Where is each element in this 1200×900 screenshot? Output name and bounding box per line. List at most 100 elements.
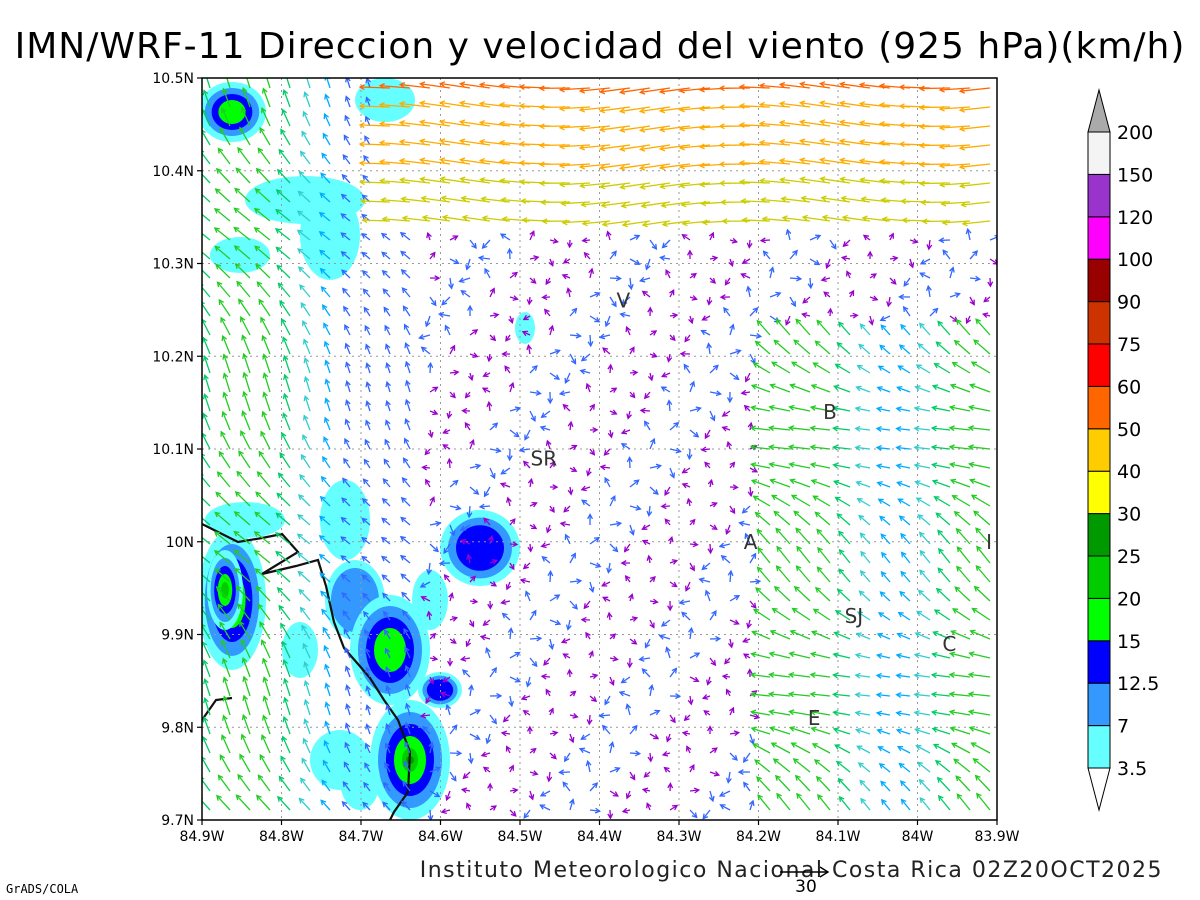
wind-vector-head — [202, 453, 206, 457]
wind-vector-head — [981, 312, 989, 319]
wind-vector — [282, 413, 291, 431]
wind-vector-head — [620, 560, 627, 566]
wind-vector — [812, 743, 831, 754]
wind-vector — [815, 587, 831, 602]
wind-vector — [216, 168, 231, 184]
wind-vector — [204, 698, 211, 716]
wind-vector-head — [233, 207, 240, 214]
wind-vector — [509, 676, 521, 683]
wind-vector — [429, 497, 435, 507]
wind-vector — [815, 340, 831, 355]
wind-vector-head — [652, 598, 659, 605]
wind-vector — [949, 267, 954, 279]
wind-vector — [262, 411, 271, 431]
wind-vector-head — [558, 162, 565, 169]
wind-vector — [600, 466, 611, 469]
wind-vector — [729, 505, 736, 514]
wind-vector — [649, 486, 659, 495]
wind-vector — [323, 645, 331, 659]
wind-vector — [275, 228, 291, 241]
wind-vector-head — [949, 726, 956, 732]
wind-vector — [600, 182, 631, 188]
wind-vector-head — [698, 181, 706, 188]
wind-vector-head — [241, 656, 248, 664]
colorbar-label: 150 — [1117, 164, 1153, 186]
wind-vector — [751, 653, 771, 659]
wind-vector-head — [831, 243, 837, 250]
wind-vector-head — [204, 71, 209, 76]
wind-vector — [383, 307, 391, 317]
wind-vector-head — [609, 679, 615, 687]
wind-vector-head — [969, 629, 976, 636]
wind-vector — [919, 550, 931, 564]
wind-vector-head — [858, 82, 866, 88]
wind-vector-head — [243, 69, 248, 74]
wind-vector — [776, 793, 791, 811]
wind-vector-head — [940, 200, 947, 207]
wind-vector — [320, 172, 331, 184]
wind-vector — [278, 149, 291, 165]
wind-vector-head — [832, 672, 839, 679]
wind-vector-head — [724, 658, 730, 665]
wind-vector — [324, 664, 331, 678]
wind-vector-head — [259, 127, 265, 134]
wind-vector-head — [689, 763, 695, 771]
wind-vector — [469, 733, 480, 740]
wind-vector — [344, 438, 351, 450]
wind-vector-head — [956, 546, 963, 553]
wind-vector-head — [653, 734, 660, 740]
wind-vector — [365, 420, 371, 431]
wind-vector-head — [262, 676, 269, 683]
wind-vector-head — [420, 346, 427, 353]
wind-vector-head — [854, 652, 862, 659]
wind-vector — [284, 697, 291, 716]
wind-vector-head — [548, 324, 555, 332]
wind-vector — [443, 543, 451, 554]
wind-vector — [365, 724, 371, 735]
wind-vector-head — [801, 214, 808, 221]
wind-vector — [563, 404, 571, 412]
wind-vector-head — [237, 602, 243, 610]
wind-vector-head — [575, 332, 582, 339]
wind-vector — [460, 140, 491, 146]
wind-vector-head — [658, 634, 665, 640]
wind-vector — [480, 140, 511, 146]
wind-vector-head — [419, 176, 426, 183]
wind-vector — [877, 712, 891, 716]
wind-vector — [741, 273, 751, 279]
wind-vector-head — [733, 730, 741, 737]
wind-vector-head — [282, 658, 289, 666]
wind-vector — [304, 699, 311, 716]
wind-vector — [400, 555, 411, 564]
wind-vector — [801, 197, 831, 203]
wind-vector-head — [214, 245, 221, 252]
wind-vector-head — [381, 216, 388, 223]
wind-vector — [365, 648, 371, 659]
wind-vector-head — [669, 289, 675, 296]
wind-vector — [622, 220, 651, 226]
wind-vector-head — [299, 150, 306, 157]
wind-vector — [216, 795, 231, 811]
wind-vector-head — [221, 410, 228, 418]
wind-vector-head — [281, 108, 288, 115]
wind-vector — [580, 125, 611, 130]
wind-vector-head — [552, 730, 559, 737]
wind-vector — [561, 638, 571, 643]
wind-vector — [896, 674, 911, 678]
wind-vector — [934, 609, 951, 621]
wind-vector — [620, 144, 651, 151]
wind-vector-head — [425, 697, 431, 705]
wind-vector-head — [560, 638, 568, 644]
wind-vector-head — [378, 121, 385, 127]
wind-vector-head — [595, 562, 602, 569]
wind-vector-head — [262, 391, 268, 398]
wind-vector-head — [619, 311, 626, 318]
wind-vector-head — [698, 143, 705, 150]
wind-vector — [239, 127, 251, 146]
wind-vector-head — [643, 771, 650, 778]
wind-vector — [549, 349, 560, 355]
wind-vector — [325, 702, 331, 716]
wind-vector-head — [970, 742, 977, 748]
wind-vector — [629, 479, 640, 488]
wind-vector-head — [592, 673, 599, 680]
